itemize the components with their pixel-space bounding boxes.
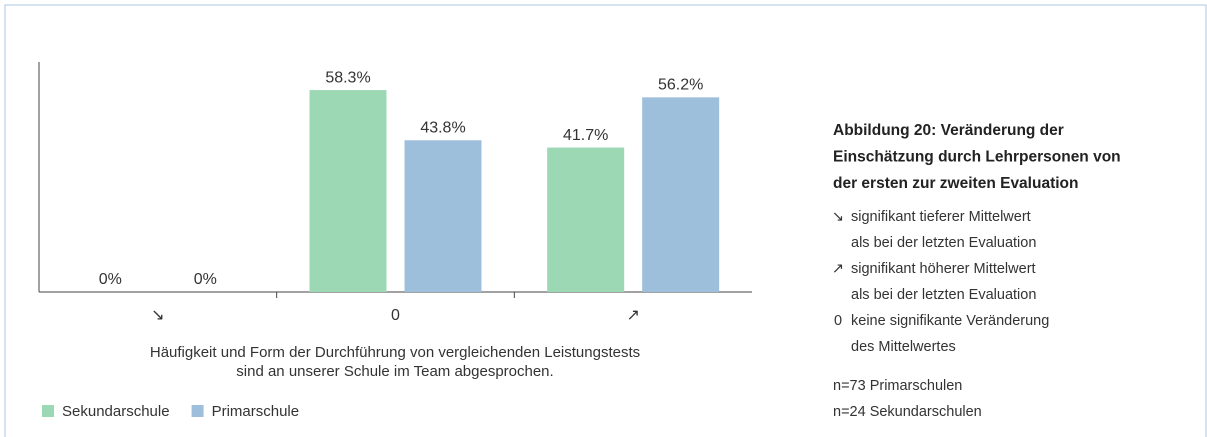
value-label: 0% xyxy=(99,271,122,288)
bar xyxy=(309,90,387,293)
value-label: 56.2% xyxy=(658,77,703,94)
key-symbol: ↗ xyxy=(832,261,844,277)
side-title: der ersten zur zweiten Evaluation xyxy=(833,175,1078,192)
sample-note: n=24 Sekundarschulen xyxy=(833,404,982,420)
frame xyxy=(4,4,1207,437)
value-label: 58.3% xyxy=(325,69,370,86)
key-text: signifikant höherer Mittelwert xyxy=(851,261,1036,277)
sample-note: n=73 Primarschulen xyxy=(833,378,962,394)
legend-label: Sekundarschule xyxy=(62,403,170,420)
bar xyxy=(404,140,482,292)
bar xyxy=(642,97,720,292)
x-axis-label: Häufigkeit und Form der Durchführung von… xyxy=(150,344,640,361)
key-text: signifikant tieferer Mittelwert xyxy=(851,209,1031,225)
key-text: als bei der letzten Evaluation xyxy=(851,287,1036,303)
legend-swatch xyxy=(42,405,54,417)
value-label: 43.8% xyxy=(420,120,465,137)
x-tick-label: ↗ xyxy=(626,307,639,324)
legend-swatch xyxy=(191,405,204,417)
key-text: keine signifikante Veränderung xyxy=(851,313,1049,329)
value-label: 41.7% xyxy=(563,127,608,144)
bar xyxy=(547,147,625,292)
key-symbol: ↘ xyxy=(832,209,844,225)
x-tick-label: ↘ xyxy=(151,307,164,324)
side-title: Einschätzung durch Lehrpersonen von xyxy=(833,149,1121,166)
x-tick-label: 0 xyxy=(391,307,400,324)
side-title: Abbildung 20: Veränderung der xyxy=(833,122,1064,139)
legend-label: Primarschule xyxy=(212,403,300,420)
key-symbol: 0 xyxy=(834,313,842,329)
key-text: als bei der letzten Evaluation xyxy=(851,235,1036,251)
value-label: 0% xyxy=(194,271,217,288)
key-text: des Mittelwertes xyxy=(851,339,956,355)
x-axis-label: sind an unserer Schule im Team abgesproc… xyxy=(236,363,553,380)
